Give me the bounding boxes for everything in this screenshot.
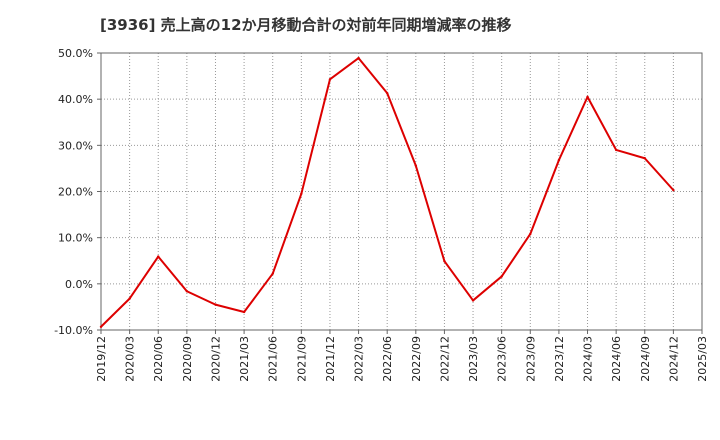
grid-layer xyxy=(100,52,703,331)
y-tick-label: 0.0% xyxy=(65,278,93,291)
data-point xyxy=(586,95,589,99)
data-point xyxy=(99,325,103,328)
x-tick-label: 2024/06 xyxy=(610,336,623,382)
x-tick-label: 2023/06 xyxy=(496,336,509,382)
data-point xyxy=(414,164,418,167)
x-tick-label: 2021/09 xyxy=(295,336,308,382)
x-tick-label: 2021/06 xyxy=(267,336,280,382)
x-tick-label: 2020/12 xyxy=(209,336,222,382)
y-tick-label: 20.0% xyxy=(58,186,93,199)
y-tick-label: 50.0% xyxy=(58,47,93,60)
x-tick-label: 2021/03 xyxy=(238,336,251,382)
chart-title: [3936] 売上高の12か月移動合計の対前年同期増減率の推移 xyxy=(100,16,512,34)
data-point xyxy=(443,260,446,263)
data-point xyxy=(529,232,532,236)
y-axis: -10.0% 0.0% 10.0% 20.0% 30.0% 40.0% 50.0% xyxy=(54,47,101,337)
data-point xyxy=(157,255,160,258)
x-tick-label: 2023/09 xyxy=(524,336,537,382)
x-tick-label: 2023/12 xyxy=(553,336,566,382)
x-tick-label: 2019/12 xyxy=(95,336,108,382)
data-point xyxy=(500,275,503,278)
x-tick-label: 2020/03 xyxy=(124,336,137,382)
y-tick-label: -10.0% xyxy=(54,324,93,337)
data-point xyxy=(328,78,332,81)
data-point xyxy=(357,56,360,60)
x-tick-label: 2022/03 xyxy=(353,336,366,382)
x-tick-label: 2023/03 xyxy=(467,336,480,382)
data-point xyxy=(557,158,561,162)
data-point xyxy=(471,299,475,302)
data-point xyxy=(614,148,618,152)
x-tick-label: 2025/03 xyxy=(696,336,709,382)
y-tick-label: 10.0% xyxy=(58,232,93,245)
x-tick-label: 2020/09 xyxy=(181,336,194,382)
x-axis: 2019/12 2020/03 2020/06 2020/09 2020/12 2021/… xyxy=(95,330,709,382)
data-point xyxy=(643,157,646,160)
y-tick-label: 30.0% xyxy=(58,139,93,152)
data-point xyxy=(300,192,303,196)
x-tick-label: 2020/06 xyxy=(152,336,165,382)
data-point xyxy=(672,188,675,192)
x-tick-label: 2024/09 xyxy=(639,336,652,382)
data-point xyxy=(214,303,217,306)
x-tick-label: 2024/03 xyxy=(582,336,595,382)
data-point xyxy=(185,290,189,293)
x-tick-label: 2022/06 xyxy=(381,336,394,382)
data-point xyxy=(271,272,274,275)
data-point xyxy=(385,91,389,95)
series-layer xyxy=(99,56,675,328)
y-tick-label: 40.0% xyxy=(58,93,93,106)
data-point xyxy=(242,310,246,314)
x-tick-label: 2024/12 xyxy=(667,336,680,382)
x-tick-label: 2022/12 xyxy=(438,336,451,382)
x-tick-label: 2022/09 xyxy=(410,336,423,382)
x-tick-label: 2021/12 xyxy=(324,336,337,382)
data-point xyxy=(128,297,131,300)
